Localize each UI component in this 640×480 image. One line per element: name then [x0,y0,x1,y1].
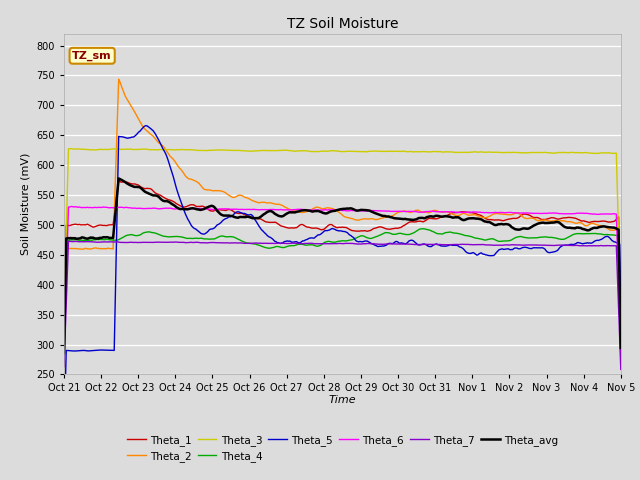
Theta_2 [393,210,401,216]
Theta_7 [518,242,525,248]
Theta_5 [518,245,525,251]
Theta_5 [60,434,68,440]
Theta_4 [518,234,525,240]
Theta_7 [60,364,68,370]
Theta_4 [362,234,369,240]
Theta_avg [329,208,337,214]
Theta_3 [326,148,333,154]
Theta_5 [326,227,333,233]
Theta_4 [419,226,427,232]
Theta_avg [362,207,370,213]
Theta_4 [324,239,332,244]
Theta_7 [329,241,337,247]
Theta_2 [518,213,525,218]
Legend: Theta_1, Theta_2, Theta_3, Theta_4, Theta_5, Theta_6, Theta_7, Theta_avg: Theta_1, Theta_2, Theta_3, Theta_4, Thet… [123,431,562,466]
Theta_6 [617,349,625,355]
Theta_avg [60,350,68,356]
Theta_4 [392,231,399,237]
Theta_7 [362,241,370,247]
Theta_3 [329,148,337,154]
Theta_1 [329,223,337,228]
Theta_2 [362,216,370,222]
Line: Theta_2: Theta_2 [64,79,621,360]
Theta_7 [393,241,401,247]
Theta_6 [518,210,525,216]
Theta_2 [605,227,612,232]
Line: Theta_5: Theta_5 [64,126,621,437]
Theta_1 [605,219,612,225]
Theta_2 [326,205,333,211]
Theta_3 [60,312,68,318]
Theta_3 [605,150,612,156]
Theta_5 [329,226,337,231]
Theta_5 [362,238,370,244]
Theta_7 [66,239,74,244]
Theta_6 [605,211,612,217]
Theta_avg [326,209,333,215]
Theta_1 [617,336,625,341]
Theta_avg [115,176,122,181]
Y-axis label: Soil Moisture (mV): Soil Moisture (mV) [20,153,31,255]
Theta_1 [326,222,333,228]
Line: Theta_1: Theta_1 [64,181,621,345]
Theta_4 [617,356,625,362]
Theta_avg [617,345,625,351]
Theta_6 [362,208,370,214]
Line: Theta_avg: Theta_avg [64,179,621,353]
Title: TZ Soil Moisture: TZ Soil Moisture [287,17,398,31]
Text: TZ_sm: TZ_sm [72,51,112,61]
Theta_2 [329,206,337,212]
Theta_1 [60,342,68,348]
Theta_3 [393,148,401,154]
Theta_2 [617,344,625,350]
Theta_1 [115,178,122,184]
Theta_5 [617,311,625,317]
Theta_5 [605,234,612,240]
Theta_1 [362,228,370,234]
Theta_6 [393,208,401,214]
Theta_3 [617,315,625,321]
Theta_7 [617,367,625,372]
Line: Theta_6: Theta_6 [64,206,621,352]
Theta_3 [362,149,370,155]
Theta_1 [393,226,401,231]
Theta_2 [115,76,122,82]
Theta_6 [326,207,333,213]
Theta_avg [605,224,612,230]
Theta_5 [393,239,401,244]
X-axis label: Time: Time [328,395,356,405]
Theta_7 [326,241,333,247]
Theta_1 [518,212,525,218]
Theta_5 [143,123,150,129]
Line: Theta_3: Theta_3 [64,149,621,318]
Theta_2 [60,357,68,362]
Theta_7 [605,243,612,249]
Theta_6 [68,204,76,209]
Line: Theta_4: Theta_4 [64,229,621,362]
Theta_6 [60,345,68,351]
Line: Theta_7: Theta_7 [64,241,621,370]
Theta_6 [329,207,337,213]
Theta_4 [605,232,612,238]
Theta_avg [393,216,401,221]
Theta_3 [518,150,525,156]
Theta_4 [328,239,335,245]
Theta_3 [67,146,74,152]
Theta_4 [60,359,68,365]
Theta_avg [518,226,525,232]
